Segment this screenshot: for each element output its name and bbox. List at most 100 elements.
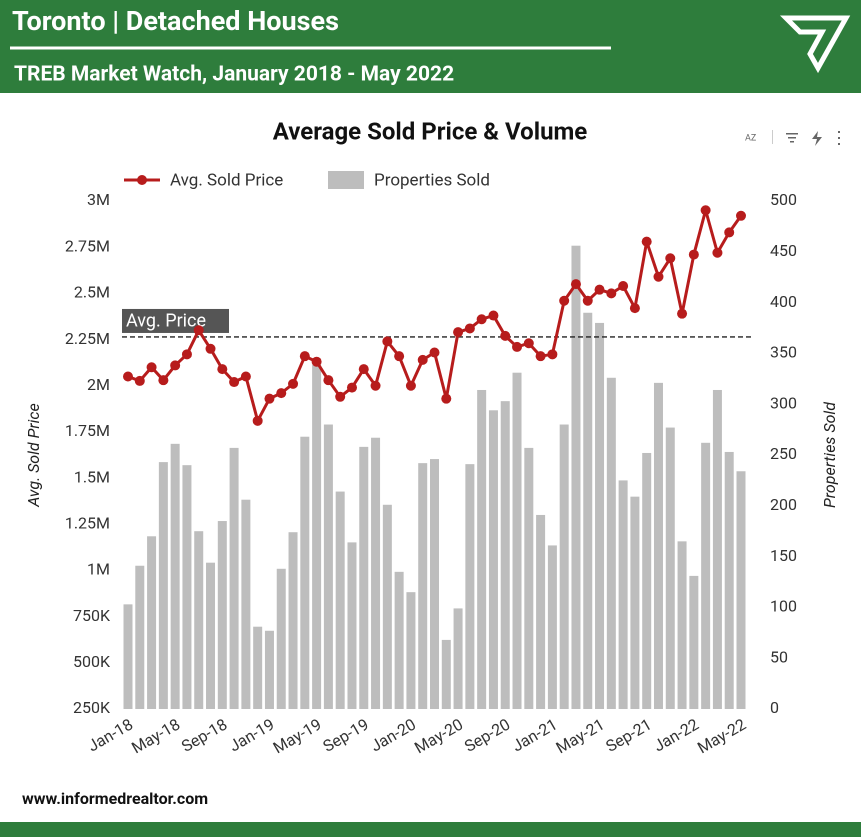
y2-tick-label: 100	[770, 597, 797, 616]
price-marker	[665, 253, 676, 264]
bar	[642, 452, 652, 709]
y2-tick-label: 50	[770, 647, 788, 666]
y-tick-label: 2.25M	[65, 329, 110, 348]
legend-label: Properties Sold	[374, 170, 490, 190]
price-marker	[429, 347, 440, 358]
bar	[536, 514, 546, 709]
bar	[630, 496, 640, 709]
y2-tick-label: 300	[770, 393, 797, 412]
bar	[276, 568, 286, 709]
bar	[606, 377, 616, 709]
bar	[677, 541, 687, 709]
price-marker	[205, 343, 216, 354]
price-marker	[370, 380, 381, 391]
bar	[182, 465, 192, 709]
y-tick-label: 500K	[73, 652, 111, 671]
price-marker	[688, 249, 699, 260]
bar	[583, 312, 593, 709]
y2-tick-label: 350	[770, 343, 797, 362]
bar	[335, 491, 345, 709]
price-marker	[346, 382, 357, 393]
price-marker	[394, 351, 405, 362]
y-tick-label: 1M	[87, 560, 110, 579]
bar	[217, 521, 227, 709]
y2-tick-label: 450	[770, 241, 797, 260]
y-tick-label: 2M	[87, 375, 110, 394]
menu-icon	[838, 143, 840, 145]
x-tick-label: Jan-20	[367, 715, 419, 756]
price-marker	[523, 338, 534, 349]
x-tick-label: Jan-22	[650, 715, 702, 756]
price-marker	[288, 378, 299, 389]
footer-url: www.informedrealtor.com	[22, 789, 208, 808]
x-tick-label: May-18	[128, 715, 183, 758]
filter-icon	[788, 137, 796, 139]
price-marker	[264, 393, 275, 404]
price-marker	[193, 325, 204, 336]
price-marker	[417, 354, 428, 365]
price-marker	[712, 247, 723, 258]
price-marker	[512, 341, 523, 352]
bar	[524, 447, 534, 709]
price-marker	[382, 336, 393, 347]
reference-label: Avg. Price	[126, 311, 206, 332]
price-marker	[240, 371, 251, 382]
bar	[241, 499, 251, 709]
header-title: Toronto | Detached Houses	[12, 5, 339, 37]
price-marker	[311, 356, 322, 367]
price-marker	[170, 360, 181, 371]
price-marker	[123, 371, 133, 382]
bar	[500, 401, 510, 709]
x-tick-label: Sep-19	[320, 715, 372, 756]
price-marker	[653, 271, 664, 282]
price-marker	[500, 330, 511, 341]
y2-tick-label: 500	[770, 190, 797, 209]
header-subtitle: TREB Market Watch, January 2018 - May 20…	[14, 63, 454, 87]
bar	[724, 451, 734, 709]
y2-tick-label: 150	[770, 546, 797, 565]
y2-axis-title: Properties Sold	[820, 402, 839, 508]
bar	[453, 608, 463, 709]
x-tick-label: May-22	[694, 715, 749, 758]
bar	[123, 604, 133, 709]
bar	[653, 382, 663, 709]
bar	[547, 545, 557, 709]
bar	[689, 575, 699, 709]
bar	[406, 592, 416, 709]
y2-tick-label: 250	[770, 444, 797, 463]
bar	[465, 464, 475, 709]
bar	[559, 424, 569, 709]
chart-title: Average Sold Price & Volume	[273, 117, 588, 145]
price-marker	[158, 375, 169, 386]
price-marker	[629, 303, 640, 314]
y-tick-label: 2.5M	[74, 283, 110, 302]
bar	[618, 480, 628, 709]
bar	[430, 459, 439, 709]
price-marker	[181, 349, 192, 360]
price-marker	[358, 364, 369, 375]
price-marker	[476, 314, 487, 325]
y-tick-label: 2.75M	[65, 236, 110, 255]
bar	[300, 436, 310, 709]
filter-icon	[790, 141, 794, 143]
bar	[312, 364, 322, 709]
price-marker	[405, 380, 416, 391]
footer-bar	[0, 822, 861, 837]
price-marker	[570, 279, 581, 290]
legend-swatch	[328, 171, 364, 189]
bar	[418, 463, 428, 709]
y2-tick-label: 400	[770, 292, 797, 311]
bar	[170, 443, 180, 709]
filter-icon	[786, 133, 798, 135]
price-marker	[535, 351, 546, 362]
menu-icon	[838, 131, 840, 133]
logo	[779, 15, 851, 74]
x-tick-label: Sep-20	[461, 715, 513, 756]
price-marker	[323, 375, 334, 386]
bar	[359, 446, 369, 709]
bar	[477, 389, 487, 709]
bar	[736, 471, 746, 709]
bar	[158, 462, 168, 709]
x-tick-label: May-19	[270, 715, 325, 758]
bar	[135, 565, 145, 709]
